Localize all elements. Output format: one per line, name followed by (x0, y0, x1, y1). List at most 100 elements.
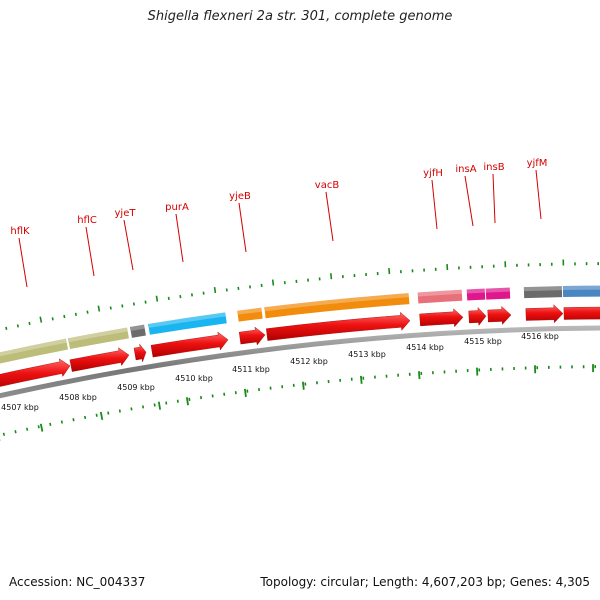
gene-label-leader (325, 191, 334, 242)
gene-bar-yjfH (417, 289, 463, 304)
scale-major-tick (39, 423, 44, 432)
cds-arrow (266, 311, 411, 341)
scale-major-tick (157, 401, 162, 410)
upper-tick (5, 326, 8, 330)
kbp-label: 4511 kbp (232, 365, 270, 374)
gene-bar-highlight (523, 286, 563, 292)
gene-bar-unnamed (562, 285, 600, 298)
gene-label-insA: insA (455, 164, 476, 175)
scale-major-tick (418, 371, 421, 380)
gene-label-insB: insB (483, 162, 504, 173)
gene-bar-highlight (148, 312, 227, 328)
gene-bar-hflC (67, 327, 129, 350)
kbp-label: 4514 kbp (406, 343, 444, 352)
gene-label-yjfH: yjfH (423, 168, 443, 179)
kbp-scale-track: 4507 kbp 4508 kbp 4509 kbp 4510 kbp 4511 kbp… (0, 332, 597, 441)
kbp-label: 4516 kbp (521, 332, 559, 341)
upper-tick (330, 273, 333, 280)
genome-title: Shigella flexneri 2a str. 301, complete … (147, 9, 453, 24)
scale-minor-tick (37, 425, 40, 429)
cds-arrow-track (0, 304, 600, 387)
kbp-label: 4509 kbp (117, 383, 155, 392)
upper-tick (213, 286, 217, 294)
upper-tick (121, 304, 124, 308)
cds-arrow (487, 305, 512, 325)
accession-label: Accession: NC_004337 (9, 575, 146, 589)
cds-arrow (150, 331, 229, 358)
gene-bar-hflK (0, 338, 69, 364)
gene-label-leader (123, 219, 134, 271)
gene-bar-highlight (264, 293, 410, 312)
upper-tick (51, 317, 54, 321)
gene-label-leader (431, 179, 438, 230)
upper-tick (63, 314, 66, 319)
scale-minor-tick (60, 420, 63, 424)
gene-label-leader (492, 173, 496, 224)
scale-minor-tick (107, 411, 110, 415)
upper-tick (155, 295, 159, 302)
scale-major-tick (99, 411, 104, 420)
scale-minor-tick (130, 407, 133, 411)
cds-arrow (238, 326, 266, 346)
kbp-label: 4512 kbp (290, 357, 328, 366)
gene-label-hflK: hflK (10, 226, 30, 237)
scale-minor-tick (14, 430, 17, 434)
cds-arrow (133, 343, 147, 363)
upper-tick (86, 310, 89, 314)
scale-major-tick (243, 388, 247, 397)
gene-bar-highlight (485, 287, 511, 293)
gene-label-leader (18, 237, 28, 288)
gene-label-leader (85, 226, 95, 277)
upper-tick (28, 321, 31, 326)
gene-bar-highlight (237, 307, 263, 315)
upper-tick-track (5, 259, 599, 330)
gene-label-leader (464, 175, 474, 227)
gene-bar-highlight (130, 324, 146, 331)
upper-tick (16, 324, 19, 328)
cds-arrow (563, 306, 600, 320)
scale-major-tick (301, 381, 305, 390)
cds-arrow (0, 358, 71, 387)
gene-bar-highlight (562, 285, 600, 291)
gene-bar-insB (485, 287, 511, 300)
scale-minor-tick (49, 422, 52, 426)
scale-minor-tick (142, 405, 145, 409)
gene-label-yjfM: yjfM (527, 158, 548, 169)
gene-label-leader (238, 202, 247, 253)
upper-tick (97, 305, 101, 312)
gene-label-leader (535, 169, 542, 220)
cds-arrow (525, 304, 564, 324)
scale-minor-tick (95, 413, 98, 417)
gene-label-yjeB: yjeB (229, 191, 251, 202)
cds-arrow (419, 308, 464, 328)
kbp-label: 4510 kbp (175, 374, 213, 383)
gene-bar-vacB (264, 293, 410, 319)
gene-bar-highlight (0, 338, 68, 357)
scale-major-tick (185, 397, 189, 406)
upper-tick (271, 279, 275, 286)
gene-bar-yjfM (523, 286, 563, 299)
upper-tick (39, 316, 43, 323)
gene-label-vacB: vacB (315, 180, 340, 191)
gene-bar-yjeT (130, 324, 146, 338)
scale-minor-tick (26, 427, 29, 431)
gene-bar-highlight (466, 288, 486, 294)
kbp-label: 4515 kbp (464, 337, 502, 346)
genome-info-label: Topology: circular; Length: 4,607,203 bp… (260, 575, 590, 589)
scale-minor-tick (72, 418, 75, 422)
kbp-label: 4513 kbp (348, 350, 386, 359)
gene-feature-track (0, 285, 600, 364)
cds-arrow (69, 347, 130, 372)
upper-tick (74, 312, 77, 316)
gene-bar-highlight (417, 289, 463, 297)
gene-label-hflC: hflC (77, 215, 97, 226)
scale-minor-tick (2, 432, 6, 436)
gene-label-layer: hflK hflC yjeT purA yjeB vacB yjfH insA insB yjfM (10, 158, 548, 288)
gene-bar-purA (148, 312, 227, 335)
gene-bar-yjeB (237, 307, 263, 322)
scale-minor-tick (118, 409, 121, 413)
kbp-label: 4507 kbp (1, 403, 39, 412)
gene-bar-insA (466, 288, 486, 301)
gene-bar-highlight (68, 327, 129, 343)
